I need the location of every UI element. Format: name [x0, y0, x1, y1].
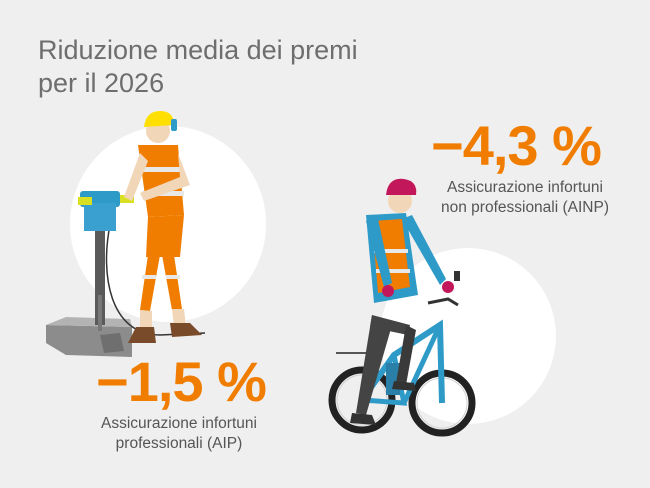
aip-label-line-2: professionali (AIP) — [115, 435, 243, 452]
construction-worker-jackhammer-icon — [46, 111, 206, 357]
cyclist-icon — [328, 178, 476, 437]
title-line-2: per il 2026 — [38, 68, 165, 98]
aip-value: −1,5 % — [96, 350, 267, 413]
ainp-value: −4,3 % — [431, 114, 602, 177]
ainp-label-line-1: Assicurazione infortuni — [447, 179, 603, 196]
title-line-1: Riduzione media dei premi — [38, 35, 358, 65]
aip-label-line-1: Assicurazione infortuni — [101, 415, 257, 432]
ainp-label-line-2: non professionali (AINP) — [441, 199, 609, 216]
ainp-label: Assicurazione infortuni non professional… — [424, 178, 626, 218]
aip-label: Assicurazione infortuni professionali (A… — [74, 414, 284, 454]
page-title: Riduzione media dei premi per il 2026 — [38, 34, 358, 100]
